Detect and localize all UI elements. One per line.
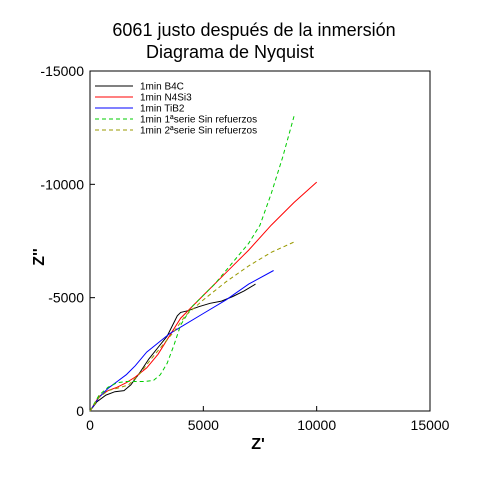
series-line [89,240,297,412]
y-tick-label: -5000 [48,290,84,306]
series-line [89,270,274,412]
chart-subtitle: Diagrama de Nyquist [145,42,315,62]
x-tick-label: 5000 [188,417,219,433]
legend-label: 1min N4Si3 [140,93,192,104]
x-tick-label: 0 [86,417,94,433]
y-tick-label: -10000 [40,176,84,192]
chart-title: 6061 justo después de la inmersión [112,20,396,40]
x-axis-label: Z' [251,436,265,453]
series-line [89,283,256,412]
series-line [89,116,295,412]
y-axis-label: Z'' [31,248,48,265]
y-tick-label: 0 [76,403,84,419]
x-tick-label: 15000 [411,417,450,433]
legend-label: 1min TiB2 [140,104,185,115]
legend-label: 1min 2ªserie Sin refuerzos [140,126,257,137]
series-line [89,181,318,412]
series-group [89,116,318,412]
legend-label: 1min 1ªserie Sin refuerzos [140,115,257,126]
x-tick-label: 10000 [297,417,336,433]
legend-label: 1min B4C [140,82,184,93]
axis-ticks: 0 5000 10000 15000 0 -5000 -10000 -15000 [40,63,449,433]
y-tick-label: -15000 [40,63,84,79]
plot-frame [89,70,431,412]
